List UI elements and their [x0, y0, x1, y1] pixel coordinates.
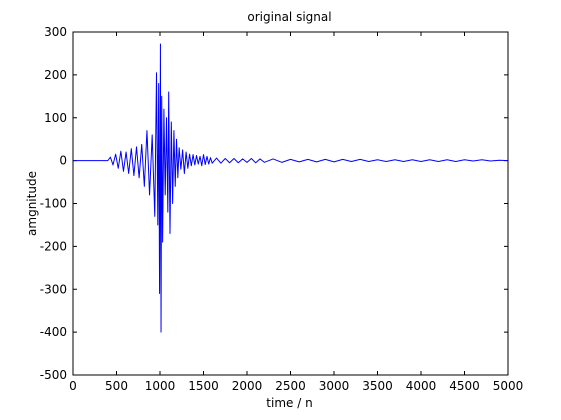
y-tick-label: 300 — [44, 25, 67, 39]
x-tick-label: 0 — [69, 379, 77, 393]
signal-line — [73, 43, 509, 333]
y-axis-label: amgnitude — [25, 171, 39, 236]
x-tick-label: 4500 — [449, 379, 480, 393]
chart-title: original signal — [247, 10, 331, 24]
x-axis-label: time / n — [266, 396, 312, 410]
x-tick-label: 5000 — [493, 379, 524, 393]
y-tick-label: -200 — [40, 239, 67, 253]
plot-frame — [72, 31, 509, 376]
y-tick-label: 0 — [59, 154, 67, 168]
y-tick-label: 100 — [44, 111, 67, 125]
x-tick-label: 1500 — [188, 379, 219, 393]
y-tick-label: -100 — [40, 197, 67, 211]
y-tick-label: -300 — [40, 282, 67, 296]
y-tick-label: -400 — [40, 325, 67, 339]
x-tick-label: 3500 — [362, 379, 393, 393]
x-tick-label: 2500 — [275, 379, 306, 393]
x-tick-label: 500 — [105, 379, 128, 393]
x-tick-label: 1000 — [145, 379, 176, 393]
x-tick-label: 3000 — [319, 379, 350, 393]
x-tick-label: 4000 — [406, 379, 437, 393]
y-axis-ticks: -500 -400 -300 -200 -100 0 100 200 300 — [40, 25, 508, 382]
x-tick-label: 2000 — [232, 379, 263, 393]
y-tick-label: -500 — [40, 368, 67, 382]
y-tick-label: 200 — [44, 68, 67, 82]
x-axis-ticks: 0 500 1000 1500 2000 2500 3000 3500 4000 4500 5000 — [69, 32, 523, 393]
